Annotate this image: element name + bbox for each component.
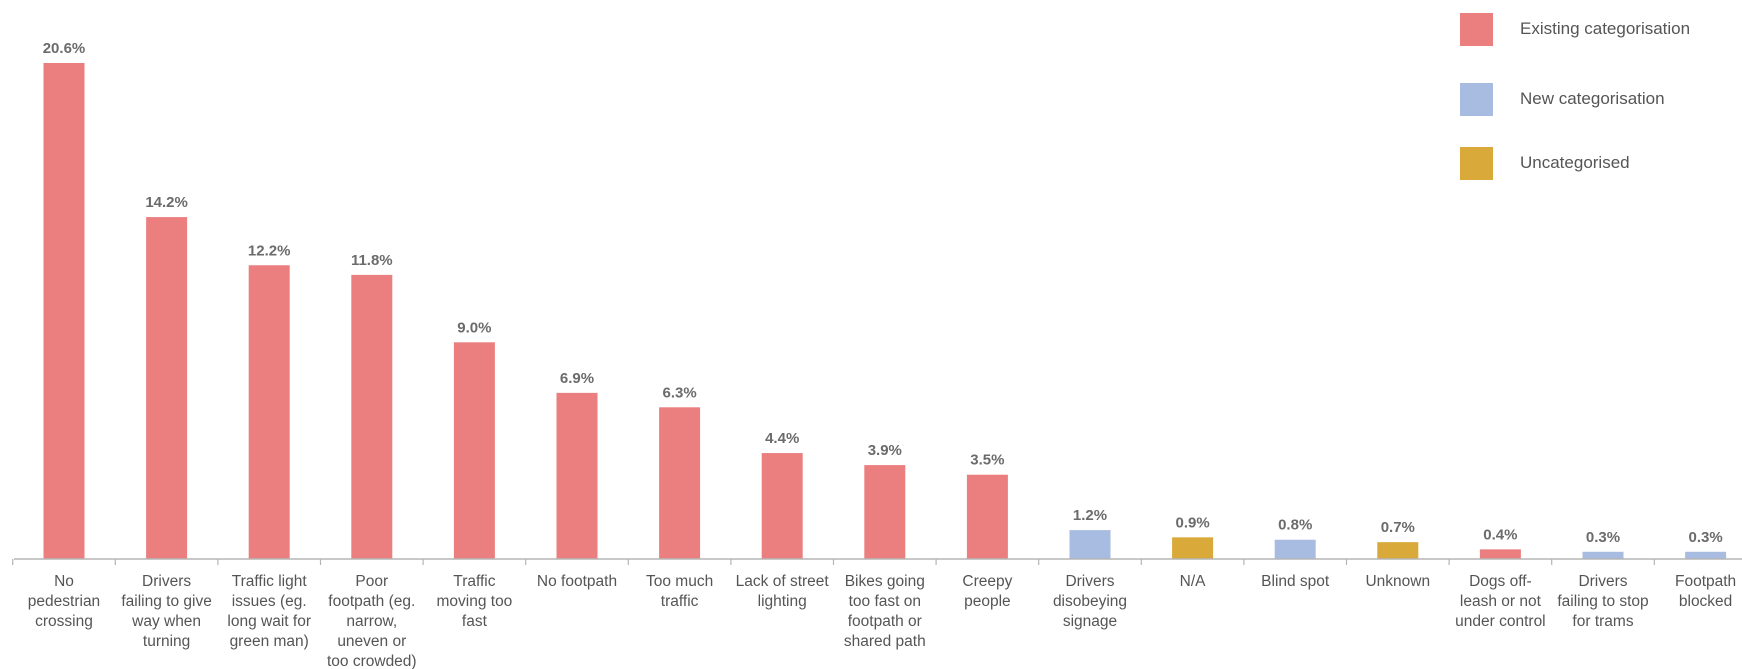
data-label: 0.9% — [1175, 514, 1209, 531]
x-tick-label: Dogs off-leash or not under control — [1455, 573, 1545, 630]
x-tick-label: Creepy people — [962, 573, 1012, 610]
bar — [351, 274, 393, 559]
legend-label: Uncategorised — [1520, 153, 1630, 172]
x-tick-label: Poor footpath (eg. narrow, uneven or too cro… — [327, 573, 417, 669]
data-label: 14.2% — [145, 194, 188, 211]
legend: Existing categorisation New categorisatio… — [1460, 13, 1690, 180]
bar — [43, 63, 85, 559]
x-tick-label: Unknown — [1365, 573, 1430, 590]
data-label: 0.7% — [1381, 519, 1415, 536]
bar — [248, 265, 290, 559]
x-tick-label: Footpath blocked — [1675, 573, 1736, 610]
x-tick-label: Lack of street lighting — [736, 573, 830, 610]
bar — [864, 465, 906, 559]
data-label: 1.2% — [1073, 507, 1107, 524]
bar — [761, 453, 803, 559]
data-label: 12.2% — [248, 242, 291, 259]
bar — [453, 342, 495, 559]
bar — [1685, 551, 1727, 559]
legend-label: New categorisation — [1520, 89, 1665, 108]
data-label: 3.9% — [868, 442, 902, 459]
x-tick-label: Blind spot — [1261, 573, 1330, 590]
x-tick-label: Drivers failing to stop for trams — [1557, 573, 1648, 630]
data-label: 3.5% — [970, 452, 1004, 469]
bar — [1582, 551, 1624, 559]
data-label: 11.8% — [351, 252, 393, 269]
legend-swatch — [1460, 147, 1493, 180]
bar — [1069, 530, 1111, 559]
bar — [146, 217, 188, 559]
x-tick-label: Traffic moving too fast — [436, 573, 512, 630]
data-label: 20.6% — [43, 40, 86, 57]
bar — [659, 407, 701, 559]
legend-label: Existing categorisation — [1520, 19, 1690, 38]
x-tick-label: N/A — [1180, 573, 1207, 590]
x-tick-label: Too much traffic — [646, 573, 713, 610]
x-tick-label: No pedestrian crossing — [28, 573, 100, 630]
data-label: 6.3% — [662, 384, 696, 401]
x-tick-label: Bikes going too fast on footpath or shared … — [844, 573, 926, 650]
x-tick-label: Traffic light issues (eg. long wait for gre… — [227, 573, 311, 650]
data-label: 0.3% — [1586, 529, 1620, 546]
bar — [966, 474, 1008, 559]
category-labels-layer: No pedestrian crossing Drivers failing to gi… — [28, 573, 1736, 669]
data-label: 4.4% — [765, 430, 799, 447]
bars-layer — [43, 63, 1727, 559]
x-tick-label: Drivers failing to give way when turning — [121, 573, 211, 650]
bar — [1274, 539, 1316, 559]
value-labels-layer: 20.6% 14.2% 12.2% 11.8% 9.0% 6.9% 6.3% 4.4% 3.9%… — [43, 40, 1723, 546]
data-label: 0.4% — [1483, 526, 1517, 543]
data-label: 0.8% — [1278, 517, 1312, 534]
data-label: 6.9% — [560, 370, 594, 387]
bar — [556, 392, 598, 559]
legend-swatch — [1460, 83, 1493, 116]
bar — [1172, 537, 1214, 559]
x-tick-label: Drivers disobeying signage — [1053, 573, 1127, 630]
data-label: 0.3% — [1688, 529, 1722, 546]
x-tick-label: No footpath — [537, 573, 617, 590]
legend-swatch — [1460, 13, 1493, 46]
bar — [1479, 549, 1521, 559]
data-label: 9.0% — [457, 319, 491, 336]
bar — [1377, 542, 1419, 559]
x-axis-ticks — [12, 559, 1655, 565]
